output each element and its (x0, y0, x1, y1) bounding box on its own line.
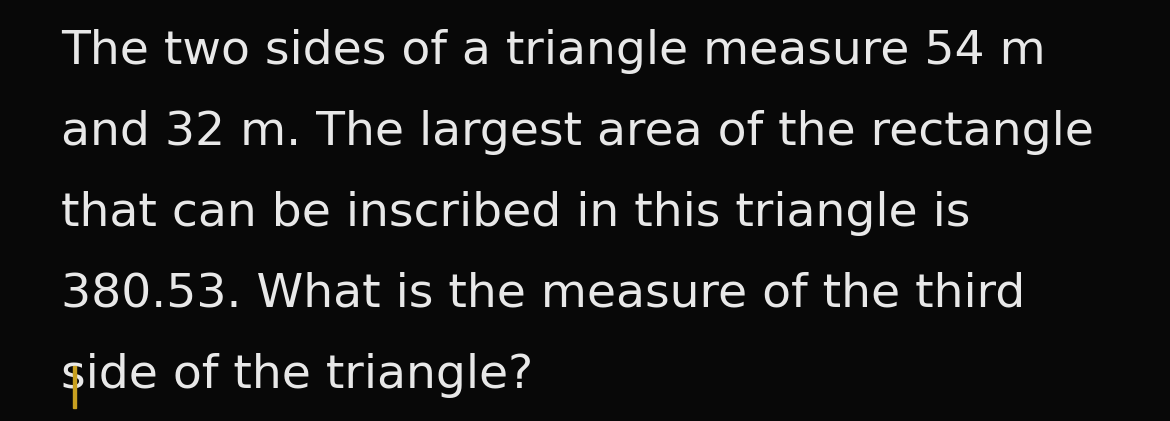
Text: and 32 m. The largest area of the rectangle: and 32 m. The largest area of the rectan… (61, 110, 1094, 155)
Text: 380.53. What is the measure of the third: 380.53. What is the measure of the third (61, 272, 1025, 317)
Bar (73, 366, 76, 408)
Text: that can be inscribed in this triangle is: that can be inscribed in this triangle i… (61, 191, 970, 236)
Text: The two sides of a triangle measure 54 m: The two sides of a triangle measure 54 m (61, 29, 1046, 75)
Text: side of the triangle?: side of the triangle? (61, 353, 534, 398)
